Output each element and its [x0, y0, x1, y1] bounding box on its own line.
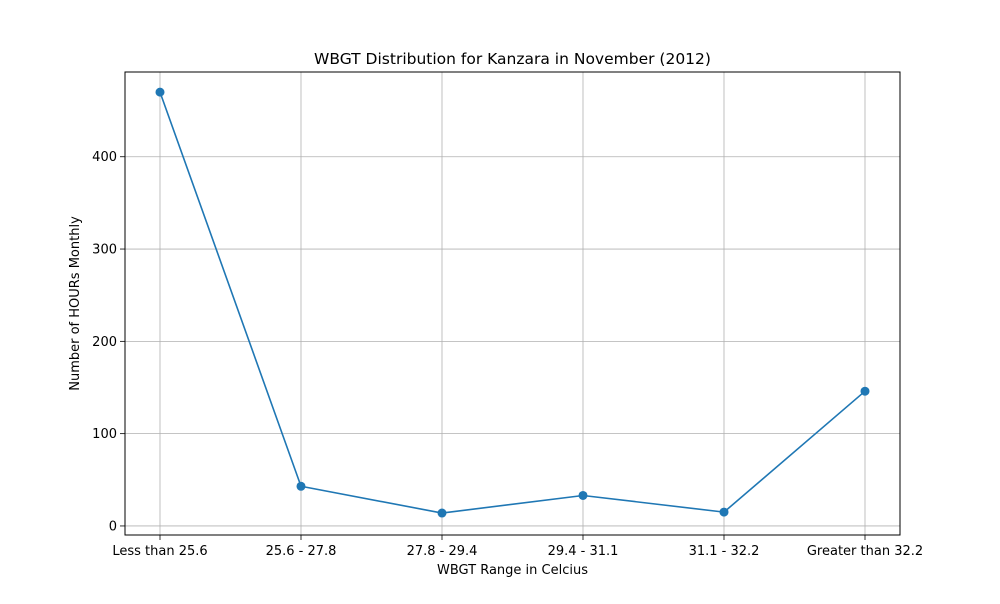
y-tick-label: 100	[92, 427, 117, 442]
axis-ticks: Less than 25.6 25.6 - 27.8 27.8 - 29.4 29.4…	[92, 150, 923, 559]
data-point	[578, 490, 588, 500]
series-line	[159, 91, 866, 514]
y-tick-label: 0	[109, 519, 117, 534]
data-point	[860, 386, 870, 396]
x-axis-label: WBGT Range in Celcius	[437, 563, 588, 578]
plot-frame	[124, 71, 901, 536]
data-point	[437, 508, 447, 518]
x-tick-label: 29.4 - 31.1	[548, 544, 619, 559]
chart-title: WBGT Distribution for Kanzara in Novembe…	[314, 50, 711, 68]
y-tick-label: 300	[92, 243, 117, 258]
y-axis-label: Number of HOURs Monthly	[68, 216, 83, 391]
y-tick-label: 200	[92, 335, 117, 350]
x-tick-label: 31.1 - 32.2	[689, 544, 760, 559]
x-tick-label: Greater than 32.2	[807, 544, 923, 559]
x-tick-label: Less than 25.6	[112, 544, 207, 559]
x-tick-label: 25.6 - 27.8	[266, 544, 337, 559]
y-tick-label: 400	[92, 150, 117, 165]
grid-lines	[125, 72, 900, 535]
data-point	[296, 481, 306, 491]
data-point	[719, 507, 729, 517]
series-layer	[155, 87, 870, 518]
data-point	[155, 87, 165, 97]
x-tick-label: 27.8 - 29.4	[407, 544, 478, 559]
